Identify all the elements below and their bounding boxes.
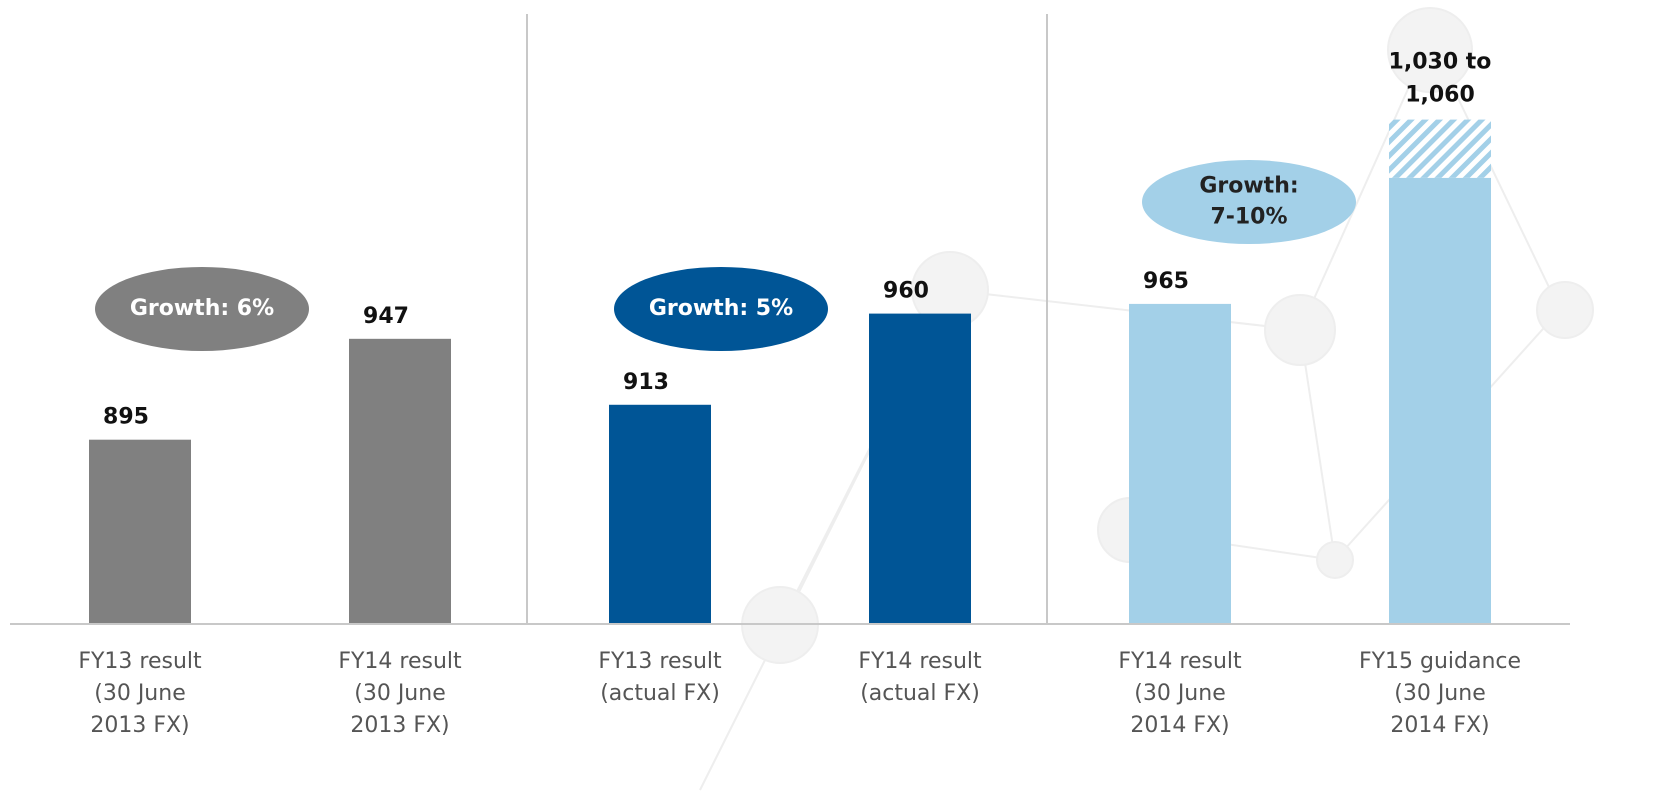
x-tick-label: (actual FX)	[860, 681, 980, 706]
x-tick-label: FY14 result	[1118, 649, 1242, 674]
growth-bubble	[614, 267, 828, 351]
bar	[1129, 303, 1231, 624]
x-tick-label: 2013 FX)	[350, 713, 449, 738]
x-tick-label: FY14 result	[338, 649, 462, 674]
value-label: 960	[883, 279, 929, 304]
x-tick-label: (30 June	[354, 681, 445, 706]
x-tick-label: 2013 FX)	[90, 713, 189, 738]
x-tick-label: FY13 result	[598, 649, 722, 674]
x-tick-label: FY15 guidance	[1359, 649, 1521, 674]
growth-label: Growth: 6%	[130, 296, 274, 321]
bar	[349, 338, 451, 624]
value-label: 913	[623, 370, 669, 395]
x-tick-label: FY14 result	[858, 649, 982, 674]
growth-label: Growth:	[1199, 174, 1298, 199]
bar	[609, 404, 711, 624]
growth-label: Growth: 5%	[649, 296, 793, 321]
bar	[869, 313, 971, 624]
growth-label: 7-10%	[1210, 205, 1287, 230]
growth-bubble	[1142, 160, 1356, 244]
value-label: 1,060	[1405, 83, 1475, 108]
x-tick-label: (actual FX)	[600, 681, 720, 706]
value-label: 895	[103, 405, 149, 430]
x-tick-label: (30 June	[1394, 681, 1485, 706]
x-tick-label: (30 June	[1134, 681, 1225, 706]
x-tick-label: 2014 FX)	[1390, 713, 1489, 738]
bar	[89, 439, 191, 624]
value-label: 947	[363, 304, 409, 329]
value-label: 1,030 to	[1389, 50, 1492, 75]
value-label: 965	[1143, 269, 1189, 294]
x-tick-label: (30 June	[94, 681, 185, 706]
bar	[1389, 177, 1491, 625]
range-bar	[1389, 119, 1491, 178]
growth-bubble	[95, 267, 309, 351]
x-tick-label: FY13 result	[78, 649, 202, 674]
x-tick-label: 2014 FX)	[1130, 713, 1229, 738]
